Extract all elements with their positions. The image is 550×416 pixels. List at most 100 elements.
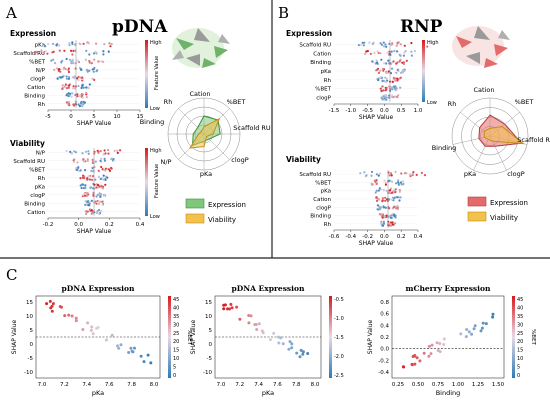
shap-point bbox=[363, 41, 366, 44]
radar-label-pka: pKa bbox=[200, 170, 212, 178]
shap-point bbox=[382, 188, 385, 191]
shap-point bbox=[61, 84, 64, 87]
shap-point bbox=[385, 98, 388, 101]
shap-point bbox=[102, 185, 105, 188]
shap-point bbox=[76, 161, 79, 164]
shap-point bbox=[68, 44, 71, 47]
shap-point bbox=[110, 167, 113, 170]
scatter-point bbox=[295, 351, 299, 355]
shap-point bbox=[95, 195, 98, 198]
scatter-point bbox=[427, 354, 431, 358]
scatter-point bbox=[401, 365, 405, 369]
shap-point bbox=[415, 173, 418, 176]
shap-point bbox=[387, 222, 390, 225]
feature-label: clogP bbox=[316, 205, 331, 211]
shap-point bbox=[385, 214, 388, 217]
shap-point bbox=[97, 202, 101, 206]
shap-point bbox=[68, 104, 71, 107]
b-expression-beeswarm: Scaffold RU Cation Binding pKa Rh %BET clogP -1… bbox=[299, 40, 429, 121]
shap-point bbox=[385, 72, 388, 75]
shap-point bbox=[74, 42, 77, 46]
shap-point bbox=[74, 102, 77, 105]
scatter-point bbox=[415, 356, 419, 360]
shap-point bbox=[74, 151, 77, 154]
shap-point bbox=[391, 42, 394, 45]
x-tick-label: -0.5 bbox=[362, 108, 373, 114]
shap-point bbox=[392, 206, 395, 209]
shap-point bbox=[390, 180, 394, 183]
shap-point bbox=[58, 49, 61, 52]
shap-point bbox=[95, 42, 98, 45]
shap-point bbox=[93, 183, 96, 186]
b-viability-beeswarm: Scaffold RU %BET pKa Cation clogP Binding Rh -0… bbox=[299, 170, 427, 247]
y-tick-label: 10 bbox=[26, 314, 33, 320]
scatter-point bbox=[435, 341, 439, 345]
shap-point bbox=[385, 62, 388, 65]
scatter-point bbox=[277, 341, 281, 345]
scatter-point bbox=[290, 346, 294, 350]
panel-c: C pDNA Expression 15 10 5 0 -5 -10 SHAP Value 7.… bbox=[6, 266, 536, 397]
shap-point bbox=[100, 60, 103, 63]
scatter-point bbox=[473, 324, 477, 328]
shap-point bbox=[47, 42, 50, 46]
scatter-point bbox=[133, 346, 136, 350]
colorbar-tick-label: 40 bbox=[517, 305, 523, 311]
y-tick-label: 0.8 bbox=[380, 300, 389, 306]
shap-point bbox=[410, 54, 413, 57]
panel-b-letter: B bbox=[278, 4, 289, 22]
shap-point bbox=[82, 102, 85, 106]
shap-point bbox=[379, 76, 382, 79]
shap-point bbox=[73, 49, 77, 52]
shap-point bbox=[87, 87, 90, 90]
colorbar-tick-label: 0 bbox=[173, 373, 176, 379]
cbar-low-label: Low bbox=[150, 214, 160, 220]
scatter-point bbox=[226, 307, 229, 311]
feature-label: %BET bbox=[29, 59, 45, 65]
c-scatter-plots: pDNA Expression 15 10 5 0 -5 -10 SHAP Value 7.0 7… bbox=[11, 284, 536, 397]
x-tick-label: -5 bbox=[45, 114, 51, 120]
shap-point bbox=[77, 60, 81, 64]
shap-point bbox=[388, 50, 391, 53]
feature-label: pKa bbox=[321, 189, 331, 195]
shap-point bbox=[68, 42, 71, 45]
shap-point bbox=[389, 187, 393, 190]
shap-point bbox=[92, 67, 95, 71]
shap-point bbox=[79, 94, 82, 97]
shap-point bbox=[99, 150, 102, 153]
shap-point bbox=[88, 209, 91, 213]
shap-point bbox=[101, 200, 104, 203]
scatter-point bbox=[58, 305, 62, 308]
shap-point bbox=[399, 43, 402, 46]
x-axis-label: SHAP Value bbox=[359, 114, 394, 121]
shap-point bbox=[389, 172, 393, 175]
feature-label: Rh bbox=[38, 176, 46, 182]
a-radar-chart bbox=[167, 97, 241, 171]
shap-point bbox=[50, 59, 53, 62]
cbar-label: Feature Value bbox=[154, 56, 160, 90]
shap-point bbox=[90, 199, 93, 202]
scatter-point bbox=[257, 322, 261, 326]
shap-point bbox=[391, 191, 394, 194]
x-tick-label: -0.6 bbox=[329, 234, 340, 240]
scatter-point bbox=[413, 362, 417, 366]
x-tick-label: 0.50 bbox=[412, 382, 425, 388]
feature-label: Cation bbox=[27, 210, 45, 216]
shap-point bbox=[401, 70, 404, 73]
shap-point bbox=[86, 178, 89, 181]
shap-point bbox=[388, 179, 391, 182]
shap-point bbox=[95, 210, 98, 213]
colorbar-label: %BET bbox=[530, 329, 536, 345]
shap-point bbox=[93, 152, 96, 155]
shap-point bbox=[387, 96, 390, 99]
shap-point bbox=[77, 166, 80, 169]
shap-point bbox=[60, 61, 63, 64]
x-tick-label: 0 bbox=[69, 114, 73, 120]
shap-point bbox=[392, 191, 395, 194]
shap-point bbox=[92, 194, 95, 197]
shap-point bbox=[387, 59, 390, 62]
shap-point bbox=[102, 60, 105, 64]
shap-point bbox=[96, 149, 99, 152]
shap-point bbox=[87, 175, 90, 178]
shap-point bbox=[72, 161, 75, 164]
scatter-point bbox=[90, 325, 94, 329]
